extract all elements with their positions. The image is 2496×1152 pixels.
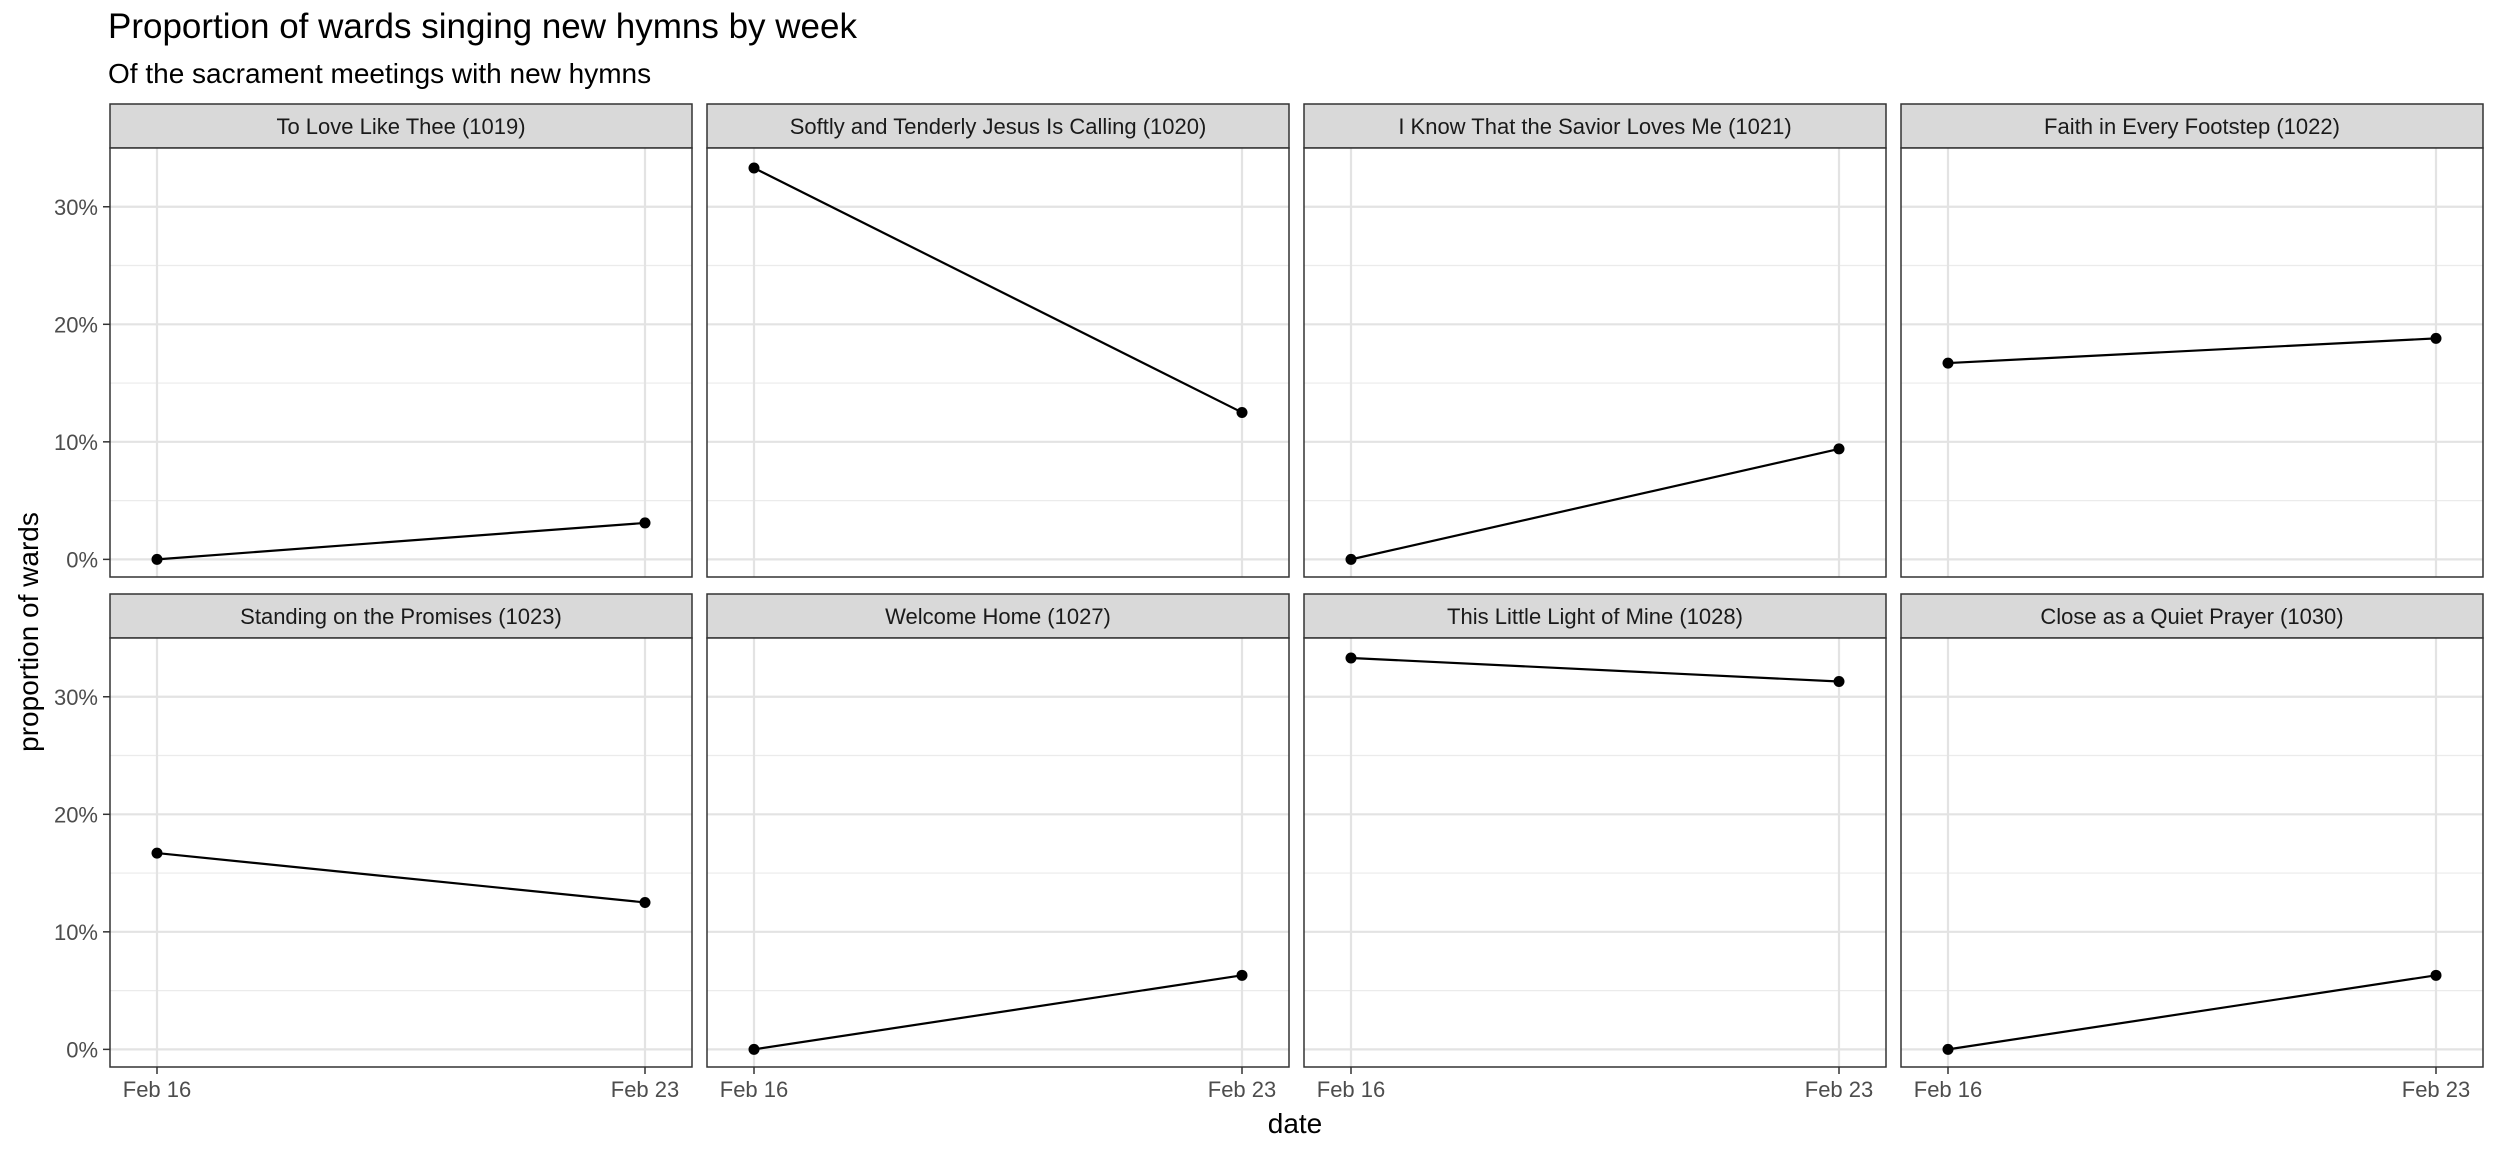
facet-strip-label: Standing on the Promises (1023) bbox=[240, 604, 562, 629]
facet-plot-area bbox=[1901, 638, 2483, 1067]
facet-strip bbox=[109, 103, 693, 149]
x-tick-label: Feb 23 bbox=[1208, 1077, 1277, 1102]
data-point bbox=[639, 517, 651, 529]
data-point bbox=[639, 896, 651, 908]
facet-plot-area bbox=[1304, 638, 1886, 1067]
facet-plot-area bbox=[1304, 148, 1886, 577]
chart-title: Proportion of wards singing new hymns by… bbox=[108, 7, 857, 46]
facet-strip bbox=[706, 103, 1290, 149]
series-line bbox=[753, 166, 1243, 414]
data-point bbox=[151, 553, 163, 565]
x-tick-label: Feb 23 bbox=[2402, 1077, 2471, 1102]
facet-strip-label: Close as a Quiet Prayer (1030) bbox=[2040, 604, 2343, 629]
data-point bbox=[1942, 1043, 1954, 1055]
y-tick-label: 20% bbox=[54, 802, 98, 827]
series-line bbox=[1350, 447, 1840, 561]
facet-panel: Welcome Home (1027) Feb 16 Feb 23 bbox=[706, 593, 1290, 1102]
x-tick-label: Feb 16 bbox=[1317, 1077, 1386, 1102]
facet-panel: Close as a Quiet Prayer (1030) Feb 16 Feb … bbox=[1900, 593, 2484, 1102]
data-point bbox=[1345, 652, 1357, 664]
facet-strip-label: Welcome Home (1027) bbox=[885, 604, 1111, 629]
series-line bbox=[156, 851, 646, 904]
data-point bbox=[1236, 969, 1248, 981]
series-line bbox=[156, 521, 646, 561]
facet-plot-area bbox=[110, 148, 692, 577]
data-point bbox=[748, 162, 760, 174]
x-tick-label: Feb 16 bbox=[123, 1077, 192, 1102]
facet-border bbox=[1303, 147, 1887, 578]
x-tick-label: Feb 16 bbox=[1914, 1077, 1983, 1102]
facet-strip-label: Softly and Tenderly Jesus Is Calling (10… bbox=[790, 114, 1207, 139]
data-point bbox=[1942, 357, 1954, 369]
chart-subtitle: Of the sacrament meetings with new hymns bbox=[108, 58, 651, 89]
x-axis-title: date bbox=[1268, 1108, 1323, 1139]
data-point bbox=[151, 847, 163, 859]
facet-panel: Faith in Every Footstep (1022) bbox=[1900, 103, 2484, 578]
series-line bbox=[1947, 337, 2437, 365]
data-point bbox=[748, 1043, 760, 1055]
facet-border bbox=[109, 147, 693, 578]
y-tick-label: 10% bbox=[54, 430, 98, 455]
data-point bbox=[1833, 675, 1845, 687]
y-axis-title: proportion of wards bbox=[13, 512, 44, 752]
facet-strip bbox=[1900, 593, 2484, 639]
facet-strip bbox=[1303, 103, 1887, 149]
series-line bbox=[1350, 656, 1840, 683]
facet-plot-area bbox=[1901, 148, 2483, 577]
y-tick-label: 0% bbox=[66, 547, 98, 572]
data-point bbox=[1236, 406, 1248, 418]
y-tick-label: 0% bbox=[66, 1037, 98, 1062]
facet-plot-area bbox=[707, 148, 1289, 577]
facet-strip-label: This Little Light of Mine (1028) bbox=[1447, 604, 1743, 629]
facet-panel: To Love Like Thee (1019) 0% 10% 20% 30% bbox=[54, 103, 693, 578]
x-tick-label: Feb 23 bbox=[1805, 1077, 1874, 1102]
data-point bbox=[2430, 332, 2442, 344]
facet-panels: To Love Like Thee (1019) 0% 10% 20% 30% Softl… bbox=[54, 103, 2484, 1102]
facet-strip bbox=[109, 593, 693, 639]
facet-panel: I Know That the Savior Loves Me (1021) bbox=[1303, 103, 1887, 578]
y-tick-label: 10% bbox=[54, 920, 98, 945]
facet-border bbox=[1900, 147, 2484, 578]
facet-strip-label: I Know That the Savior Loves Me (1021) bbox=[1398, 114, 1791, 139]
x-tick-label: Feb 23 bbox=[611, 1077, 680, 1102]
facet-panel: Softly and Tenderly Jesus Is Calling (10… bbox=[706, 103, 1290, 578]
facet-panel: This Little Light of Mine (1028) Feb 16 Fe… bbox=[1303, 593, 1887, 1102]
y-tick-label: 30% bbox=[54, 195, 98, 220]
y-tick-label: 30% bbox=[54, 685, 98, 710]
facet-strip bbox=[706, 593, 1290, 639]
y-tick-label: 20% bbox=[54, 312, 98, 337]
facet-strip-label: Faith in Every Footstep (1022) bbox=[2044, 114, 2340, 139]
facet-strip bbox=[1303, 593, 1887, 639]
series-line bbox=[753, 974, 1243, 1051]
data-point bbox=[1833, 443, 1845, 455]
facet-panel: Standing on the Promises (1023) 0% 10% 20% 3… bbox=[54, 593, 693, 1102]
facet-border bbox=[706, 147, 1290, 578]
series-line bbox=[1947, 974, 2437, 1051]
facet-plot-area bbox=[110, 638, 692, 1067]
facet-strip-label: To Love Like Thee (1019) bbox=[276, 114, 525, 139]
facet-border bbox=[109, 637, 693, 1068]
facet-border bbox=[1900, 637, 2484, 1068]
facet-border bbox=[706, 637, 1290, 1068]
x-tick-label: Feb 16 bbox=[720, 1077, 789, 1102]
data-point bbox=[1345, 553, 1357, 565]
facet-border bbox=[1303, 637, 1887, 1068]
facet-strip bbox=[1900, 103, 2484, 149]
facet-plot-area bbox=[707, 638, 1289, 1067]
data-point bbox=[2430, 969, 2442, 981]
